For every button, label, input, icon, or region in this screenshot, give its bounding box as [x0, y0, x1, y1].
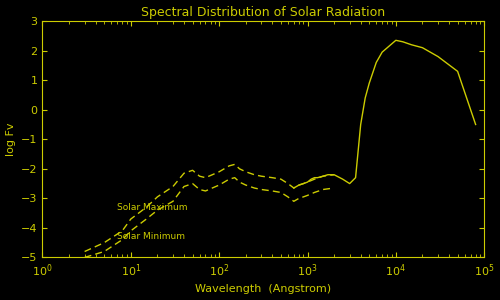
Title: Spectral Distribution of Solar Radiation: Spectral Distribution of Solar Radiation: [142, 6, 386, 19]
Text: Solar Minimum: Solar Minimum: [117, 232, 185, 241]
Text: Solar Maximum: Solar Maximum: [117, 203, 188, 212]
Y-axis label: log Fv: log Fv: [6, 122, 16, 156]
X-axis label: Wavelength  (Angstrom): Wavelength (Angstrom): [196, 284, 332, 294]
